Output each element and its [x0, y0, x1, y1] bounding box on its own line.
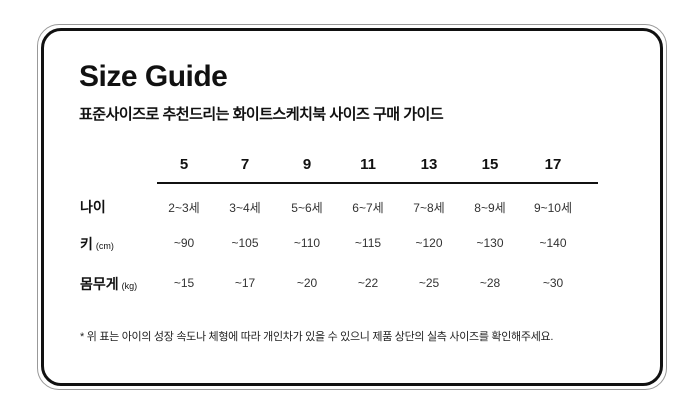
table-cell: ~20 — [296, 276, 318, 290]
row-unit: (cm) — [95, 241, 114, 251]
table-cell: 5~6세 — [291, 201, 323, 215]
table-cell: 7~8세 — [413, 201, 445, 215]
table-cell: ~28 — [479, 276, 501, 290]
table-cell: ~30 — [542, 276, 564, 290]
table-cell: ~130 — [476, 236, 504, 250]
size-header: 9 — [302, 156, 312, 173]
inner-frame — [41, 28, 663, 386]
row-label: 나이 — [80, 197, 106, 217]
table-cell: ~105 — [231, 236, 259, 250]
page-title: Size Guide — [79, 60, 228, 93]
size-header: 17 — [544, 156, 562, 173]
table-cell: ~25 — [418, 276, 440, 290]
table-cell: ~15 — [173, 276, 195, 290]
table-cell: ~90 — [173, 236, 195, 250]
row-unit: (kg) — [121, 281, 138, 291]
table-cell: ~22 — [357, 276, 379, 290]
table-cell: 3~4세 — [229, 201, 261, 215]
row-label: 몸무게 (kg) — [80, 274, 137, 294]
page-subtitle: 표준사이즈로 추천드리는 화이트스케치북 사이즈 구매 가이드 — [79, 106, 444, 123]
table-cell: ~140 — [539, 236, 567, 250]
table-cell: 9~10세 — [533, 201, 573, 215]
size-header: 15 — [481, 156, 499, 173]
footnote: * 위 표는 아이의 성장 속도나 체형에 따라 개인차가 있을 수 있으니 제… — [80, 331, 554, 343]
header-divider — [157, 182, 598, 184]
table-cell: ~120 — [415, 236, 443, 250]
table-cell: 2~3세 — [168, 201, 200, 215]
row-label-text: 나이 — [80, 199, 106, 215]
size-header: 7 — [240, 156, 250, 173]
size-header: 5 — [179, 156, 189, 173]
table-cell: ~110 — [293, 236, 321, 250]
row-label: 키 (cm) — [80, 234, 114, 254]
table-cell: 6~7세 — [352, 201, 384, 215]
row-label-text: 몸무게 — [80, 276, 119, 292]
size-header: 13 — [420, 156, 438, 173]
table-cell: 8~9세 — [474, 201, 506, 215]
outer-frame — [37, 24, 667, 390]
table-cell: ~115 — [354, 236, 382, 250]
row-label-text: 키 — [80, 236, 93, 252]
size-header: 11 — [360, 156, 376, 173]
table-cell: ~17 — [234, 276, 256, 290]
